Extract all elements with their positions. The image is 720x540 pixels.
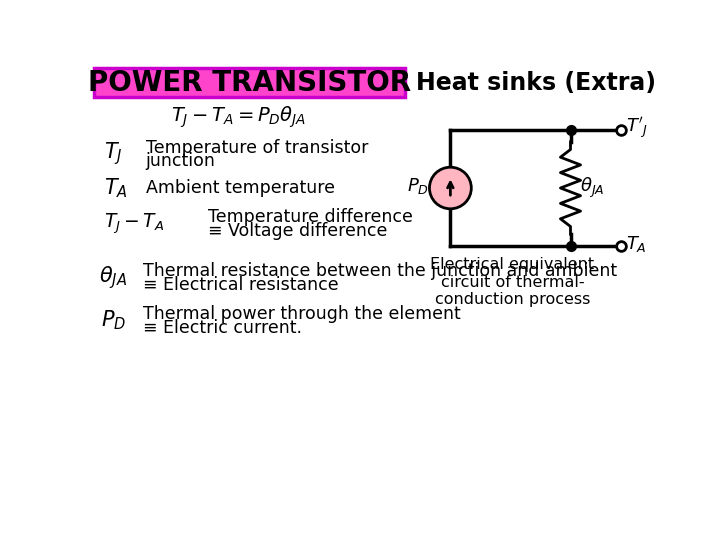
- Text: $\theta_{JA}$: $\theta_{JA}$: [99, 264, 127, 291]
- Text: $T_J - T_A$: $T_J - T_A$: [104, 212, 164, 237]
- Circle shape: [429, 167, 472, 209]
- Text: $P_D$: $P_D$: [407, 177, 429, 197]
- Text: Ambient temperature: Ambient temperature: [145, 179, 335, 197]
- Text: ≡ Voltage difference: ≡ Voltage difference: [208, 222, 387, 240]
- Text: Thermal resistance between the junction and ambient: Thermal resistance between the junction …: [143, 262, 617, 280]
- Text: $T'_J$: $T'_J$: [626, 116, 647, 141]
- Text: ≡ Electrical resistance: ≡ Electrical resistance: [143, 276, 338, 294]
- Text: $T_J - T_A = P_D\theta_{JA}$: $T_J - T_A = P_D\theta_{JA}$: [171, 104, 307, 130]
- Text: Thermal power through the element: Thermal power through the element: [143, 305, 461, 323]
- Text: $P_D$: $P_D$: [101, 309, 126, 332]
- Text: junction: junction: [145, 152, 216, 170]
- FancyBboxPatch shape: [94, 68, 405, 97]
- Text: $T_J$: $T_J$: [104, 140, 122, 167]
- Text: $T_A$: $T_A$: [626, 234, 647, 254]
- Text: Electrical equivalent
circuit of thermal-
conduction process: Electrical equivalent circuit of thermal…: [431, 257, 595, 307]
- Text: $T_A$: $T_A$: [104, 176, 127, 200]
- Text: ≡ Electric current.: ≡ Electric current.: [143, 319, 302, 337]
- Text: Temperature of transistor: Temperature of transistor: [145, 139, 368, 157]
- Text: Heat sinks (Extra): Heat sinks (Extra): [415, 71, 655, 94]
- Text: $\theta_{JA}$: $\theta_{JA}$: [580, 176, 604, 200]
- Text: Temperature difference: Temperature difference: [208, 208, 413, 226]
- Text: POWER TRANSISTOR: POWER TRANSISTOR: [88, 69, 411, 97]
